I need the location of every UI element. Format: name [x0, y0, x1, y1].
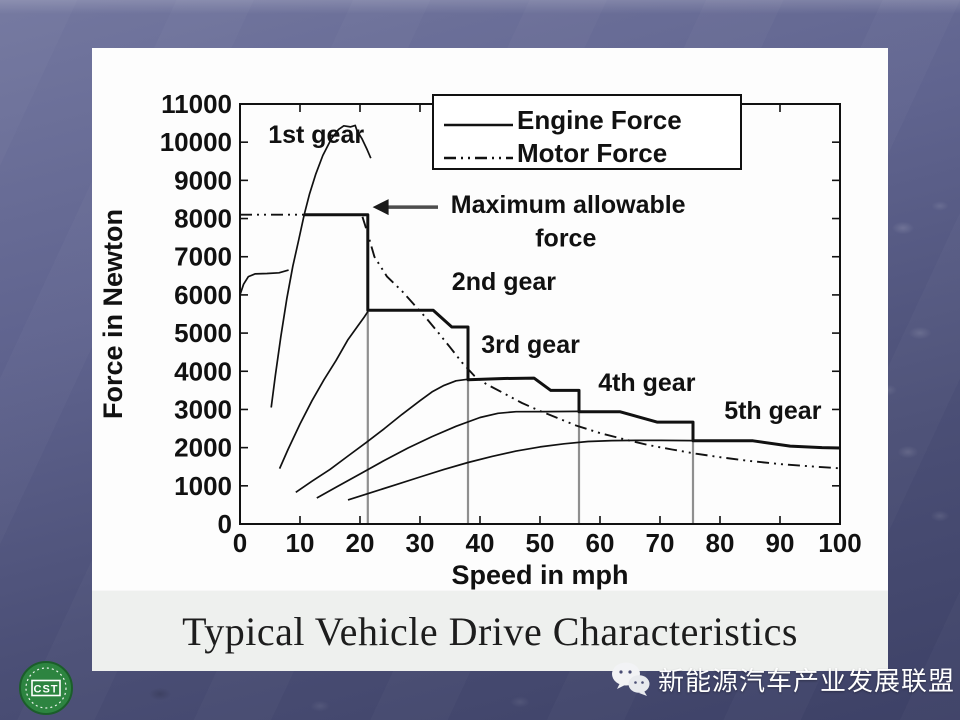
- x-tick-label: 10: [286, 528, 315, 558]
- y-tick-label: 11000: [161, 89, 232, 119]
- y-tick-label: 4000: [174, 356, 232, 386]
- x-tick-label: 30: [406, 528, 435, 558]
- x-tick-label: 70: [646, 528, 675, 558]
- y-axis-title: Force in Newton: [98, 209, 128, 419]
- x-tick-label: 100: [818, 528, 861, 558]
- y-tick-label: 5000: [174, 318, 232, 348]
- annotation-2: 3rd gear: [481, 331, 580, 359]
- annotation-4: 5th gear: [724, 397, 822, 425]
- series-gear1-engine: [270, 124, 372, 408]
- logo-text: CST: [34, 684, 59, 696]
- annotation-6: force: [535, 224, 596, 252]
- x-tick-label: 80: [706, 528, 735, 558]
- x-tick-label: 50: [526, 528, 555, 558]
- series-gear4-engine: [316, 410, 579, 499]
- drive-characteristics-chart: 0 10 20 30 40 50 60 70 80 90 100010002000300040005…: [98, 89, 862, 590]
- y-tick-label: 8000: [174, 204, 232, 234]
- legend-label-0: Engine Force: [517, 105, 682, 135]
- x-axis-title: Speed in mph: [451, 560, 628, 590]
- max-force-arrow-head: [372, 199, 389, 216]
- x-tick-label: 90: [766, 528, 795, 558]
- legend-box: [432, 94, 742, 170]
- footer-brand-text: 新能源汽车产业发展联盟: [658, 665, 956, 696]
- annotation-0: 1st gear: [268, 121, 364, 149]
- y-tick-label: 1000: [174, 471, 232, 501]
- y-tick-label: 9000: [174, 165, 232, 195]
- x-tick-label: 40: [466, 528, 495, 558]
- content-panel: 0 10 20 30 40 50 60 70 80 90 100 0 1000 2000 3000 4000 5…: [92, 48, 888, 671]
- x-tick-label: 0: [233, 528, 247, 558]
- x-tick-label: 60: [586, 528, 615, 558]
- series-motor-force: [240, 213, 841, 470]
- series-gear1-launch: [239, 269, 289, 296]
- series-gear2-engine: [278, 311, 369, 469]
- wechat-icon: [612, 662, 650, 696]
- footer-brand: 新能源汽车产业发展联盟: [610, 658, 955, 700]
- annotation-3: 4th gear: [598, 369, 696, 397]
- y-tick-label: 10000: [160, 127, 232, 157]
- chart-area: 0 10 20 30 40 50 60 70 80 90 100 0 1000 2000 3000 4000 5…: [92, 48, 888, 590]
- y-tick-label: 0: [218, 509, 232, 539]
- series-gear3-engine: [295, 378, 468, 494]
- annotation-1: 2nd gear: [452, 268, 556, 296]
- series-gear5-engine: [347, 439, 693, 501]
- annotation-5: Maximum allowable: [451, 191, 686, 219]
- y-tick-label: 7000: [174, 242, 232, 272]
- cst-logo: CST: [19, 661, 73, 715]
- y-tick-label: 2000: [174, 433, 232, 463]
- slide-title-band: Typical Vehicle Drive Characteristics: [92, 590, 888, 671]
- legend-label-1: Motor Force: [517, 138, 667, 168]
- logo-ring-text: [25, 667, 67, 709]
- slide-title: Typical Vehicle Drive Characteristics: [182, 608, 798, 654]
- y-tick-label: 6000: [174, 280, 232, 310]
- x-tick-label: 20: [346, 528, 375, 558]
- series-max-force-envelope: [304, 213, 841, 450]
- y-tick-label: 3000: [174, 394, 232, 424]
